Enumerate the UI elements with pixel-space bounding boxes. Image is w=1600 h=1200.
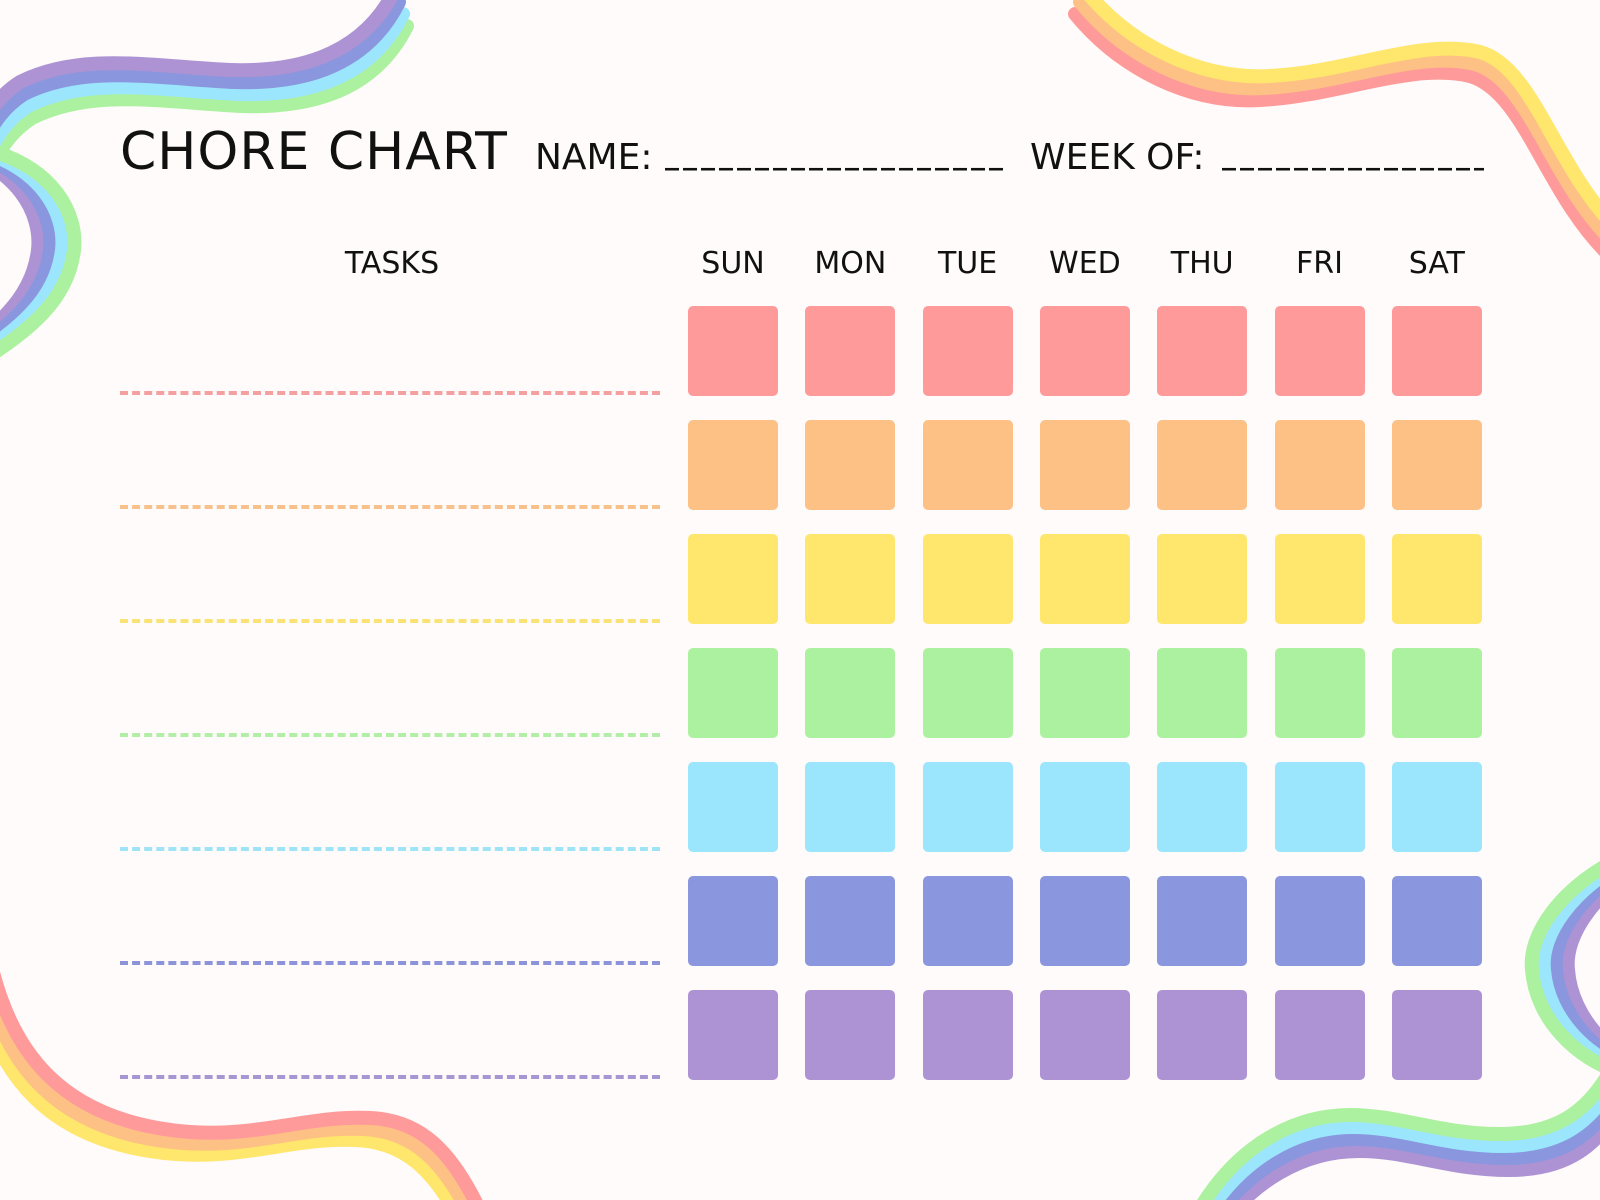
checkbox-row3-fri[interactable] [1274,534,1365,624]
checkbox-row5-mon[interactable] [805,762,896,852]
day-header-sun: SUN [701,246,765,281]
checkbox-row7-fri[interactable] [1274,990,1365,1080]
checkbox-row5-sat[interactable] [1391,762,1482,852]
checkbox-row3-sun[interactable] [688,534,778,624]
checkbox-row4-thu[interactable] [1157,648,1248,738]
task-line-6[interactable] [120,961,660,965]
checkbox-row5-fri[interactable] [1274,762,1365,852]
task-line-3[interactable] [120,619,660,623]
checkbox-row1-fri[interactable] [1274,306,1365,396]
checkbox-row5-sun[interactable] [688,762,778,852]
checkbox-row6-sun[interactable] [688,876,778,966]
checkbox-row5-wed[interactable] [1039,762,1130,852]
checkbox-row2-sat[interactable] [1391,420,1482,510]
checkbox-row5-tue[interactable] [922,762,1013,852]
checkbox-row6-fri[interactable] [1274,876,1365,966]
checkbox-row3-tue[interactable] [922,534,1013,624]
checkbox-row3-wed[interactable] [1039,534,1130,624]
task-line-5[interactable] [120,847,660,851]
checkbox-row7-tue[interactable] [922,990,1013,1080]
checkbox-row4-sat[interactable] [1391,648,1482,738]
checkbox-row6-thu[interactable] [1157,876,1248,966]
week-of-label: WEEK OF: [1030,137,1205,178]
rainbow-band [0,163,46,330]
rainbow-band [0,0,398,110]
week-of-blank-line[interactable]: _______________ [1222,138,1484,171]
rainbow-band [0,1034,457,1200]
checkbox-row2-thu[interactable] [1157,420,1248,510]
checkbox-row6-tue[interactable] [922,876,1013,966]
name-label: NAME: [535,137,653,178]
rainbow-band [0,7,410,147]
checkbox-row6-mon[interactable] [805,876,896,966]
day-header-thu: THU [1170,246,1234,281]
rainbow-top-right [1068,0,1600,256]
day-header-sat: SAT [1408,246,1465,281]
rainbow-band [0,19,414,166]
checkbox-row6-sat[interactable] [1391,876,1482,966]
checkbox-row4-wed[interactable] [1039,648,1130,738]
checkbox-row7-thu[interactable] [1157,990,1248,1080]
day-header-fri: FRI [1296,246,1343,281]
rainbow-band [1208,1091,1600,1200]
task-line-4[interactable] [120,733,660,737]
checkbox-row3-mon[interactable] [805,534,896,624]
checkbox-row3-thu[interactable] [1157,534,1248,624]
checkbox-row1-mon[interactable] [805,306,896,396]
rainbow-band [0,971,483,1200]
checkbox-row2-mon[interactable] [805,420,896,510]
rainbow-band [1220,1107,1600,1200]
checkbox-row4-tue[interactable] [922,648,1013,738]
rainbow-band [1524,861,1600,1072]
day-header-tue: TUE [937,246,998,281]
rainbow-band [1073,0,1600,239]
checkbox-row4-mon[interactable] [805,648,896,738]
rainbow-top-left-2 [0,146,82,358]
rainbow-bottom-right-1 [1524,861,1600,1072]
checkbox-row5-thu[interactable] [1157,762,1248,852]
rainbow-band [1560,888,1600,1048]
checkbox-row2-fri[interactable] [1274,420,1365,510]
task-line-1[interactable] [120,391,660,395]
checkbox-row3-sat[interactable] [1391,534,1482,624]
checkbox-row1-tue[interactable] [922,306,1013,396]
day-header-mon: MON [814,246,887,281]
task-line-7[interactable] [120,1075,660,1079]
checkbox-row4-fri[interactable] [1274,648,1365,738]
checkbox-row2-sun[interactable] [688,420,778,510]
checkbox-row4-sun[interactable] [688,648,778,738]
checkbox-row1-thu[interactable] [1157,306,1248,396]
checkbox-row7-sun[interactable] [688,990,778,1080]
rainbow-band [1548,877,1600,1058]
checkbox-row7-wed[interactable] [1039,990,1130,1080]
rainbow-bottom-right-2 [1197,1074,1600,1200]
rainbow-band [0,1005,470,1200]
task-line-2[interactable] [120,505,660,509]
rainbow-band [1234,1123,1600,1200]
rainbow-bottom-left [0,971,483,1200]
day-header-wed: WED [1049,246,1121,281]
rainbow-band [0,0,406,128]
checkbox-row6-wed[interactable] [1039,876,1130,966]
checkbox-row1-wed[interactable] [1039,306,1130,396]
checkbox-row7-sat[interactable] [1391,990,1482,1080]
rainbow-band [1068,7,1600,256]
rainbow-band [0,146,82,358]
tasks-header: TASKS [344,246,440,281]
page-title: CHORE CHART [120,122,508,182]
checkbox-row1-sun[interactable] [688,306,778,396]
checkbox-row7-mon[interactable] [805,990,896,1080]
checkbox-row2-tue[interactable] [922,420,1013,510]
rainbow-top-left-1 [0,0,414,166]
checkbox-row2-wed[interactable] [1039,420,1130,510]
checkbox-row1-sat[interactable] [1391,306,1482,396]
rainbow-band [1197,1074,1600,1200]
rainbow-band [1084,0,1600,221]
name-blank-line[interactable]: ___________________ [665,138,1007,171]
